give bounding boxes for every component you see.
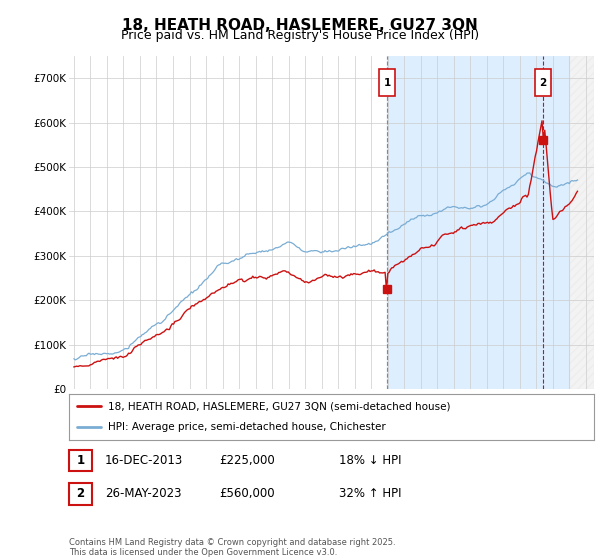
Bar (379, 69, 395, 96)
Text: 18% ↓ HPI: 18% ↓ HPI (339, 454, 401, 467)
Text: 1: 1 (76, 454, 85, 467)
Text: 18, HEATH ROAD, HASLEMERE, GU27 3QN (semi-detached house): 18, HEATH ROAD, HASLEMERE, GU27 3QN (sem… (109, 401, 451, 411)
Text: £560,000: £560,000 (219, 487, 275, 501)
Bar (535, 69, 551, 96)
Text: 26-MAY-2023: 26-MAY-2023 (105, 487, 182, 501)
Text: 1: 1 (383, 78, 391, 88)
Text: Contains HM Land Registry data © Crown copyright and database right 2025.
This d: Contains HM Land Registry data © Crown c… (69, 538, 395, 557)
Text: 32% ↑ HPI: 32% ↑ HPI (339, 487, 401, 501)
Text: 2: 2 (539, 78, 547, 88)
Text: 2: 2 (76, 487, 85, 501)
Text: £225,000: £225,000 (219, 454, 275, 467)
Text: Price paid vs. HM Land Registry's House Price Index (HPI): Price paid vs. HM Land Registry's House … (121, 29, 479, 42)
Bar (387, 56, 569, 389)
Text: 18, HEATH ROAD, HASLEMERE, GU27 3QN: 18, HEATH ROAD, HASLEMERE, GU27 3QN (122, 18, 478, 33)
Bar (569, 56, 594, 389)
Text: 16-DEC-2013: 16-DEC-2013 (105, 454, 183, 467)
Text: HPI: Average price, semi-detached house, Chichester: HPI: Average price, semi-detached house,… (109, 422, 386, 432)
